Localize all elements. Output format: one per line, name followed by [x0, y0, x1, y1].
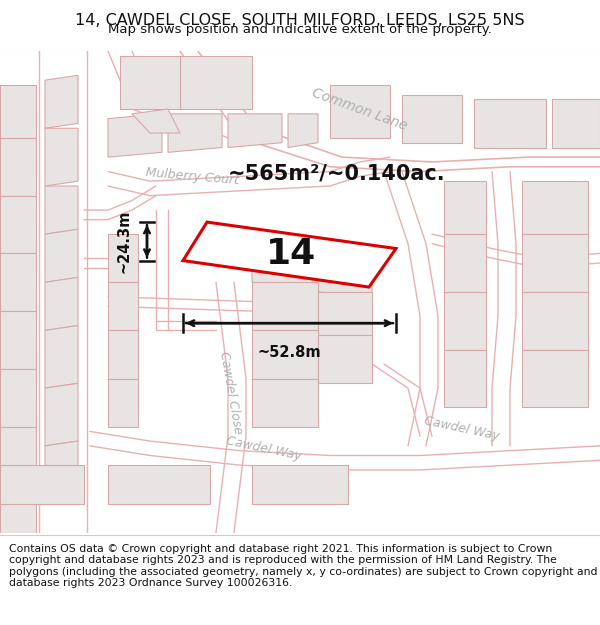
Polygon shape — [288, 114, 318, 148]
Text: 14, CAWDEL CLOSE, SOUTH MILFORD, LEEDS, LS25 5NS: 14, CAWDEL CLOSE, SOUTH MILFORD, LEEDS, … — [75, 12, 525, 28]
Polygon shape — [45, 229, 78, 282]
Polygon shape — [522, 181, 588, 234]
Polygon shape — [168, 114, 222, 152]
Polygon shape — [45, 128, 78, 186]
Polygon shape — [180, 56, 252, 109]
Polygon shape — [318, 249, 372, 297]
Polygon shape — [252, 465, 348, 504]
Polygon shape — [0, 138, 36, 196]
Polygon shape — [0, 369, 36, 427]
Text: Common Lane: Common Lane — [310, 85, 410, 132]
Polygon shape — [108, 234, 138, 282]
Polygon shape — [0, 427, 36, 484]
Text: Cawdel Way: Cawdel Way — [225, 434, 303, 462]
Polygon shape — [0, 311, 36, 369]
Polygon shape — [474, 99, 546, 148]
Polygon shape — [522, 292, 588, 349]
Polygon shape — [108, 465, 210, 504]
Polygon shape — [108, 331, 138, 379]
Polygon shape — [252, 239, 318, 287]
Polygon shape — [402, 94, 462, 142]
Text: 14: 14 — [266, 238, 316, 271]
Polygon shape — [318, 335, 372, 383]
Polygon shape — [330, 85, 390, 138]
Polygon shape — [228, 114, 282, 148]
Polygon shape — [120, 56, 180, 109]
Polygon shape — [45, 186, 78, 234]
Polygon shape — [45, 278, 78, 331]
Polygon shape — [132, 109, 180, 133]
Text: Contains OS data © Crown copyright and database right 2021. This information is : Contains OS data © Crown copyright and d… — [9, 544, 598, 588]
Text: Cawdel Close: Cawdel Close — [217, 351, 245, 436]
Polygon shape — [183, 222, 396, 287]
Text: ~24.3m: ~24.3m — [117, 209, 132, 273]
Polygon shape — [522, 349, 588, 408]
Text: Cawdel Way: Cawdel Way — [423, 415, 501, 443]
Text: Map shows position and indicative extent of the property.: Map shows position and indicative extent… — [108, 23, 492, 36]
Polygon shape — [45, 75, 78, 128]
Polygon shape — [108, 379, 138, 427]
Polygon shape — [108, 282, 138, 331]
Polygon shape — [108, 114, 162, 157]
Polygon shape — [252, 331, 318, 379]
Polygon shape — [318, 292, 372, 335]
Polygon shape — [0, 85, 36, 138]
Polygon shape — [0, 253, 36, 311]
Polygon shape — [0, 465, 84, 504]
Polygon shape — [0, 196, 36, 253]
Polygon shape — [0, 484, 36, 532]
Text: Mulberry Court: Mulberry Court — [145, 166, 239, 187]
Polygon shape — [522, 234, 588, 292]
Polygon shape — [45, 441, 78, 504]
Polygon shape — [552, 99, 600, 148]
Polygon shape — [444, 349, 486, 408]
Polygon shape — [45, 383, 78, 446]
Polygon shape — [444, 234, 486, 292]
Text: ~565m²/~0.140ac.: ~565m²/~0.140ac. — [228, 164, 446, 184]
Polygon shape — [444, 292, 486, 349]
Polygon shape — [444, 181, 486, 234]
Polygon shape — [45, 326, 78, 388]
Polygon shape — [252, 379, 318, 427]
Text: ~52.8m: ~52.8m — [257, 345, 322, 360]
Polygon shape — [252, 282, 318, 331]
